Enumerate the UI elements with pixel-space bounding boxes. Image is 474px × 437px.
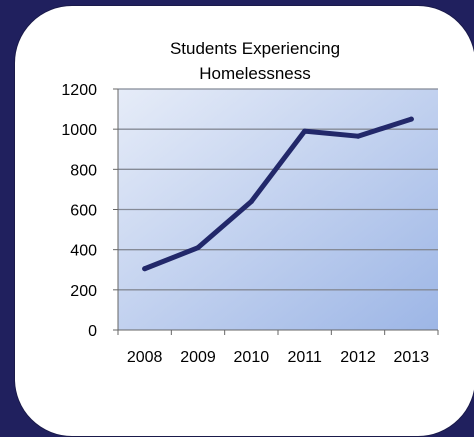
y-tick-label: 400 [70,243,97,260]
data-point-2011 [302,128,308,134]
y-tick-label: 0 [88,323,97,340]
y-tick-label: 1000 [61,122,97,139]
data-point-2009 [195,245,201,251]
x-tick-label: 2011 [287,349,322,366]
x-tick-label: 2009 [180,349,216,366]
data-point-2012 [355,133,361,139]
chart-slide: Students Experiencing Homelessness 0 200 4… [14,5,474,437]
data-point-2013 [408,116,414,122]
chart-title-line-1: Students Experiencing [170,39,340,58]
x-tick-label: 2013 [394,349,430,366]
series-line [142,116,414,272]
y-tick-label: 600 [70,203,97,220]
y-tick-label: 800 [70,162,97,179]
x-tick-label: 2012 [340,349,376,366]
x-tick-label: 2008 [127,349,163,366]
data-point-2008 [142,266,148,272]
line-chart: Students Experiencing Homelessness 0 200 4… [61,39,439,366]
y-tick-label: 1200 [61,82,97,99]
chart-title-line-2: Homelessness [199,64,311,83]
x-tick-label: 2010 [234,349,270,366]
data-point-2010 [248,198,254,204]
y-tick-label: 200 [70,283,97,300]
